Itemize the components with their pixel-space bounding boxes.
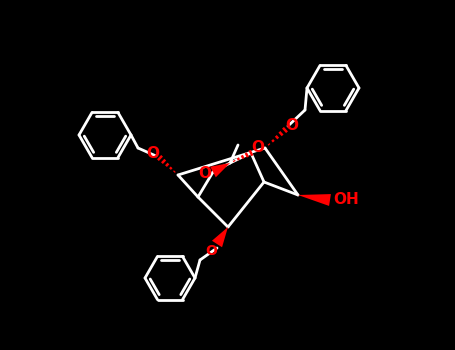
Text: O: O xyxy=(198,166,212,181)
Text: O: O xyxy=(285,119,298,133)
Text: OH: OH xyxy=(333,193,359,208)
Text: O: O xyxy=(205,244,217,258)
Polygon shape xyxy=(210,163,230,177)
Polygon shape xyxy=(298,194,331,206)
Polygon shape xyxy=(212,227,228,247)
Text: O: O xyxy=(147,147,160,161)
Text: O: O xyxy=(252,140,264,155)
